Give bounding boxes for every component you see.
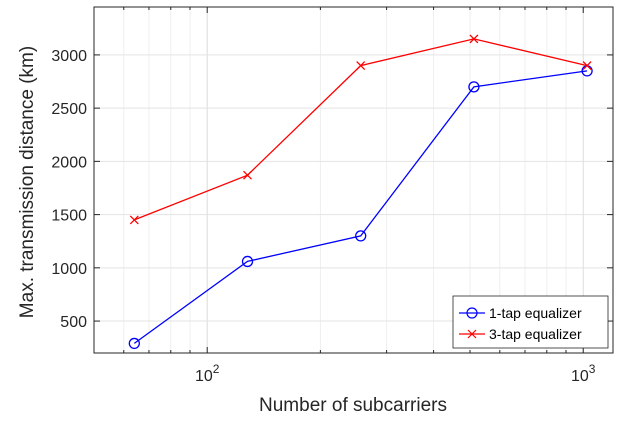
legend-box [452,295,609,349]
data-point-x-marker [243,170,252,180]
y-tick-label: 3000 [51,48,87,65]
legend-label-3-tap: 3-tap equalizer [489,326,582,342]
y-tick-label: 1000 [51,261,87,278]
legend-label-1-tap: 1-tap equalizer [489,305,582,321]
data-point-circle-marker [241,255,254,268]
x-tick-label-base: 10 [195,368,213,385]
x-tick-label-exponent: 2 [213,362,220,376]
data-point-circle-marker [468,81,480,93]
y-tick-label: 2500 [51,101,87,118]
legend-circle-marker-icon [466,307,478,319]
data-point-x-marker [469,34,479,44]
legend: 1-tap equalizer 3-tap equalizer [452,295,609,349]
data-point-circle-marker [128,337,140,350]
y-axis-title: Max. transmission distance (km) [17,46,38,318]
legend-x-marker-icon [467,329,477,339]
x-tick-label-base: 10 [571,368,589,385]
grid [93,7,613,353]
data-point-circle-marker [355,230,367,242]
data-point-x-marker [356,61,366,71]
data-point-x-marker [129,215,139,225]
x-tick-label: 102 [195,362,220,385]
y-tick-label: 1500 [51,208,87,225]
x-axis-title: Number of subcarriers [259,395,447,416]
x-tick-label: 103 [571,362,596,385]
x-tick-label-exponent: 3 [589,362,596,376]
plot-area-frame [93,6,614,354]
data-point-x-marker [582,61,592,71]
series-line-0 [133,70,588,344]
y-tick-label: 500 [60,314,87,331]
series-layer [128,34,593,350]
y-tick-label: 2000 [51,154,87,171]
